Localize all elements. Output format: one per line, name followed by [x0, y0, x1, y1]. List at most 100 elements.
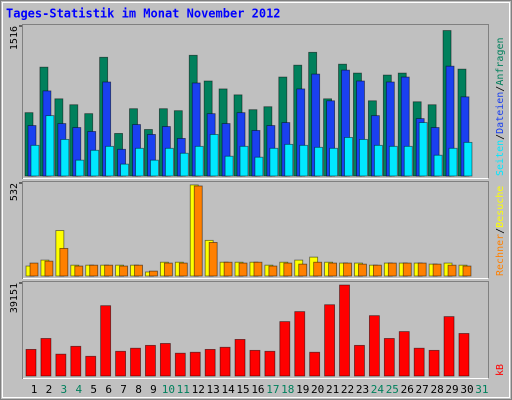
legend-separator: / [495, 86, 506, 92]
bar [458, 333, 470, 377]
bar [443, 316, 455, 377]
x-tick-label: 10 [162, 383, 175, 396]
legend-entry: Dateien [495, 92, 506, 134]
bar [149, 270, 158, 277]
x-tick-label: 15 [236, 383, 249, 396]
bar [25, 348, 37, 377]
x-tick-label: 19 [296, 383, 309, 396]
bar [135, 147, 144, 177]
bar [89, 264, 99, 277]
bar [253, 261, 263, 277]
bar [234, 339, 246, 377]
bar [115, 350, 126, 377]
bar [208, 242, 218, 277]
bar [119, 265, 128, 277]
bar [368, 315, 380, 377]
bar [294, 311, 306, 377]
x-tick-label: 25 [386, 383, 399, 396]
bar [204, 348, 216, 377]
bar [189, 351, 201, 377]
chart-title: Tages-Statistik im Monat November 2012 [6, 7, 281, 21]
y-tick-label: 532 [9, 183, 20, 201]
bar [372, 264, 382, 277]
bar [314, 146, 324, 177]
legend: Rechner/Besuche [495, 186, 506, 276]
bar [344, 137, 353, 177]
x-tick-label: 26 [401, 383, 414, 396]
x-tick-label: 16 [251, 383, 264, 396]
bar [104, 264, 114, 277]
y-tick-label: 39151 [9, 283, 20, 313]
bar [238, 262, 248, 277]
bar [398, 331, 410, 377]
bar [130, 347, 141, 377]
x-tick-label: 30 [460, 383, 473, 396]
x-tick-label: 23 [356, 383, 369, 396]
bar [403, 145, 413, 177]
x-tick-label: 31 [475, 383, 488, 396]
legend: kB [495, 364, 506, 376]
bar [313, 261, 323, 277]
x-tick-label: 9 [150, 383, 157, 396]
legend-entry: Besuche [495, 186, 506, 228]
bar [388, 145, 398, 177]
bar [75, 159, 85, 177]
bar [339, 284, 350, 377]
bar [283, 262, 293, 277]
bar [432, 263, 442, 277]
bar [30, 144, 40, 177]
x-tick-label: 21 [326, 383, 339, 396]
bar [433, 154, 443, 177]
x-tick-label: 5 [90, 383, 97, 396]
x-tick-label: 8 [135, 383, 142, 396]
bar [100, 305, 112, 377]
y-tick-label: 1516 [9, 26, 20, 50]
bar [358, 263, 367, 277]
legend: Seiten/Dateien/Anfragen [495, 37, 506, 176]
bar [413, 347, 425, 377]
x-tick-label: 11 [177, 383, 190, 396]
bar [268, 265, 278, 277]
x-tick-label: 6 [105, 383, 112, 396]
bar [45, 115, 55, 177]
bar [354, 344, 365, 377]
bar [387, 262, 397, 277]
x-tick-label: 4 [75, 383, 82, 396]
bar [298, 263, 308, 277]
bar [145, 344, 156, 377]
bar [44, 260, 54, 277]
bar [164, 147, 174, 177]
bar [359, 138, 368, 177]
bar [462, 265, 472, 277]
bar [329, 147, 339, 177]
bar [463, 141, 473, 177]
bar [29, 262, 39, 277]
x-tick-label: 20 [311, 383, 324, 396]
bar [279, 321, 291, 377]
x-tick-label: 1 [31, 383, 38, 396]
bar [224, 155, 234, 177]
bar [309, 351, 321, 377]
x-tick-label: 24 [371, 383, 385, 396]
bar [105, 145, 115, 177]
bar [85, 355, 97, 377]
x-tick-label: 14 [221, 383, 235, 396]
bar [219, 346, 231, 377]
bar [249, 349, 261, 377]
bar [55, 353, 67, 377]
bar [163, 262, 173, 277]
bar [179, 152, 189, 177]
bar [70, 345, 82, 377]
legend-entry: Rechner [495, 234, 506, 276]
legend-separator: / [495, 228, 506, 234]
bar [90, 149, 100, 177]
x-tick-label: 12 [192, 383, 205, 396]
bar [447, 264, 457, 277]
bar [223, 261, 233, 277]
bar [178, 262, 188, 277]
x-tick-label: 17 [266, 383, 279, 396]
bar [328, 262, 338, 277]
bar [193, 185, 203, 277]
